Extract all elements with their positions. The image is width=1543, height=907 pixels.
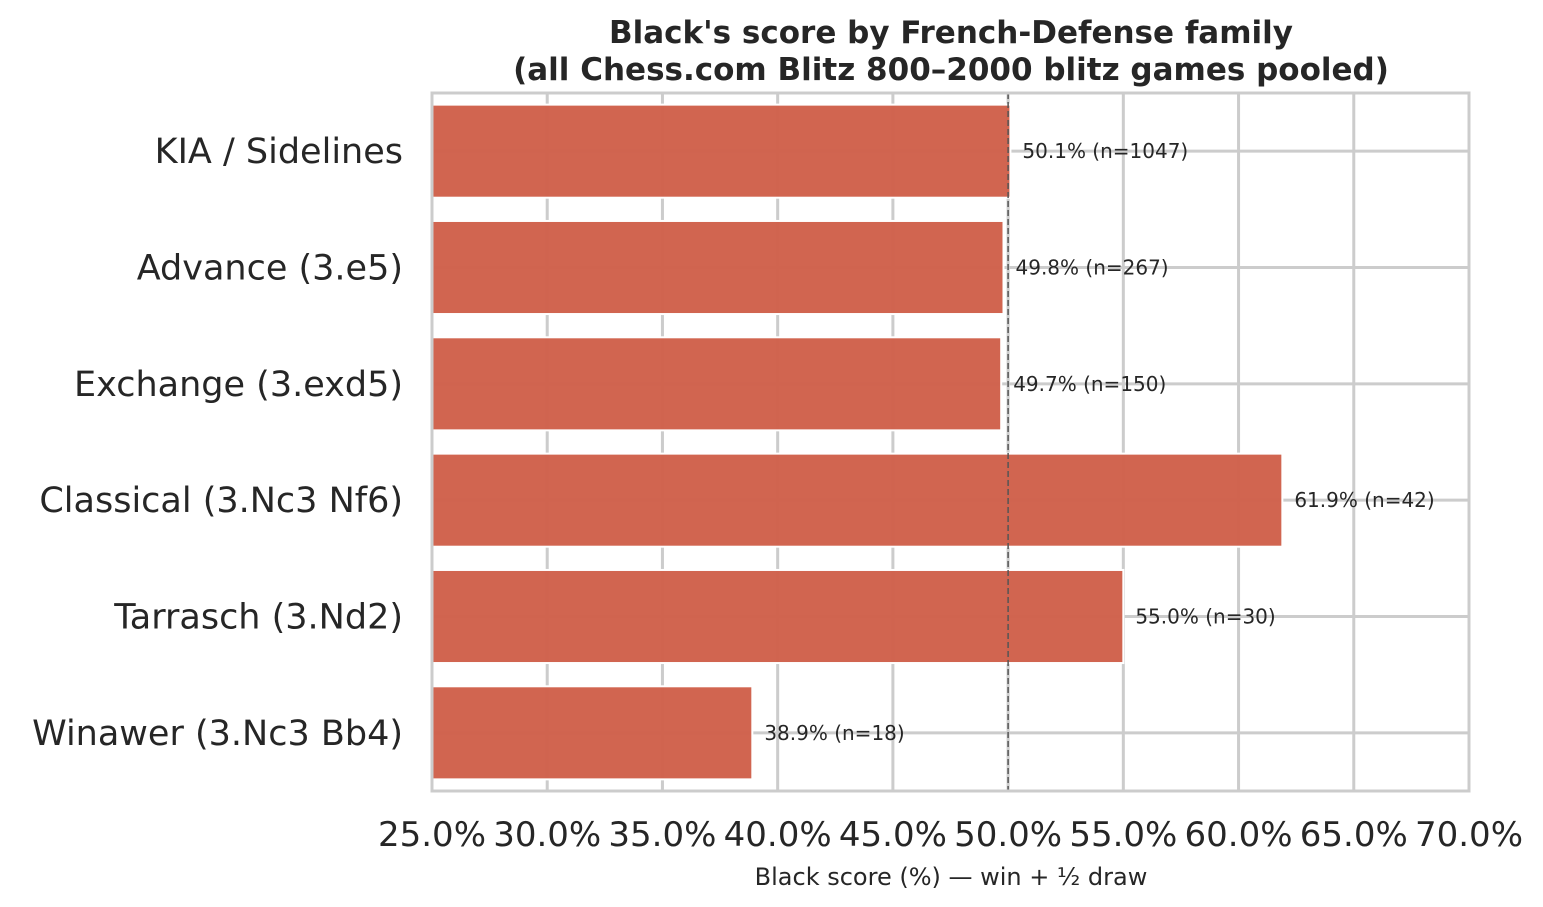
data-label: 38.9% (n=18) [764,721,904,745]
x-tick-label: 50.0% [954,815,1062,855]
category-label: Advance (3.e5) [137,249,403,289]
x-tick-label: 35.0% [608,815,716,855]
data-label: 50.1% (n=1047) [1022,139,1188,163]
x-tick-labels: 25.0% 30.0% 35.0% 40.0% 45.0% 50.0% 55.0% 60.0%… [378,815,1523,855]
plot-frame [430,91,1471,793]
category-label: KIA / Sidelines [155,132,403,172]
data-label: 49.7% (n=150) [1013,372,1166,396]
data-labels: 50.1% (n=1047) 49.8% (n=267) 49.7% (n=150)… [764,139,1434,745]
x-tick-label: 65.0% [1300,815,1408,855]
x-axis-label: Black score (%) — win + ½ draw [755,863,1148,891]
bar [431,685,754,781]
category-label: Classical (3.Nc3 Nf6) [39,481,403,521]
category-label: Winawer (3.Nc3 Bb4) [32,714,403,754]
bars [431,103,1284,781]
data-label: 61.9% (n=42) [1294,488,1434,512]
x-tick-label: 30.0% [493,815,601,855]
data-label: 55.0% (n=30) [1135,605,1275,629]
category-labels: KIA / Sidelines Advance (3.e5) Exchange (3… [32,132,403,754]
bar [431,568,1125,665]
bar [431,103,1012,199]
x-tick-label: 40.0% [724,815,832,855]
x-tick-label: 70.0% [1415,815,1523,855]
x-tick-label: 45.0% [839,815,947,855]
chart-title-line-1: Black's score by French-Defense family [609,15,1293,51]
x-tick-label: 25.0% [378,815,486,855]
chart-title: Black's score by French-Defense family (… [513,15,1389,88]
bar [431,219,1005,316]
bar [431,336,1003,432]
category-label: Tarrasch (3.Nd2) [113,598,403,638]
x-tick-label: 60.0% [1185,815,1293,855]
category-label: Exchange (3.exd5) [74,365,403,405]
data-label: 49.8% (n=267) [1016,256,1169,280]
bar [431,452,1284,548]
chart-title-line-2: (all Chess.com Blitz 800–2000 blitz game… [513,52,1389,88]
x-tick-label: 55.0% [1069,815,1177,855]
